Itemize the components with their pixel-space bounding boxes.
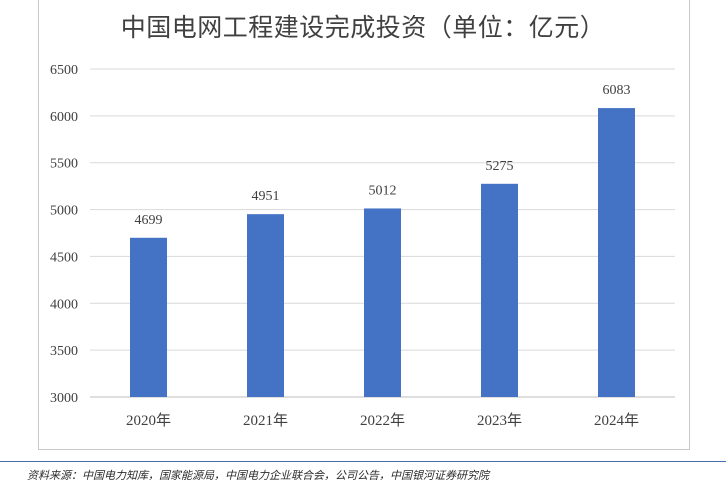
chart-title: 中国电网工程建设完成投资（单位：亿元） bbox=[120, 15, 606, 42]
bar bbox=[481, 183, 518, 397]
y-tick-label: 4500 bbox=[50, 250, 78, 265]
x-tick-label: 2022年 bbox=[360, 412, 405, 429]
y-tick-label: 5000 bbox=[50, 204, 78, 219]
y-tick-label: 6500 bbox=[50, 63, 78, 78]
data-label: 5012 bbox=[369, 183, 397, 198]
x-tick-label: 2023年 bbox=[477, 412, 522, 429]
x-tick-label: 2021年 bbox=[243, 412, 288, 429]
y-tick-label: 3000 bbox=[50, 391, 78, 406]
bar bbox=[130, 237, 167, 397]
source-divider bbox=[0, 461, 726, 462]
bar bbox=[364, 208, 401, 397]
data-label: 6083 bbox=[603, 83, 631, 98]
y-tick-label: 3500 bbox=[50, 344, 78, 359]
chart-frame bbox=[38, 0, 690, 450]
y-tick-label: 4000 bbox=[50, 297, 78, 312]
y-tick-label: 6000 bbox=[50, 110, 78, 125]
data-label: 5275 bbox=[486, 159, 514, 174]
bar bbox=[247, 214, 284, 397]
data-label: 4699 bbox=[135, 213, 163, 228]
bar bbox=[598, 108, 635, 397]
data-label: 4951 bbox=[252, 189, 280, 204]
source-note: 资料来源：中国电力知库，国家能源局，中国电力企业联合会，公司公告，中国银河证券研… bbox=[27, 469, 489, 482]
x-tick-label: 2024年 bbox=[594, 412, 639, 429]
y-tick-label: 5500 bbox=[50, 157, 78, 172]
x-tick-label: 2020年 bbox=[126, 412, 171, 429]
bar-chart: 3000 3500 4000 4500 5000 5500 6000 6500 4699 495… bbox=[50, 63, 675, 429]
